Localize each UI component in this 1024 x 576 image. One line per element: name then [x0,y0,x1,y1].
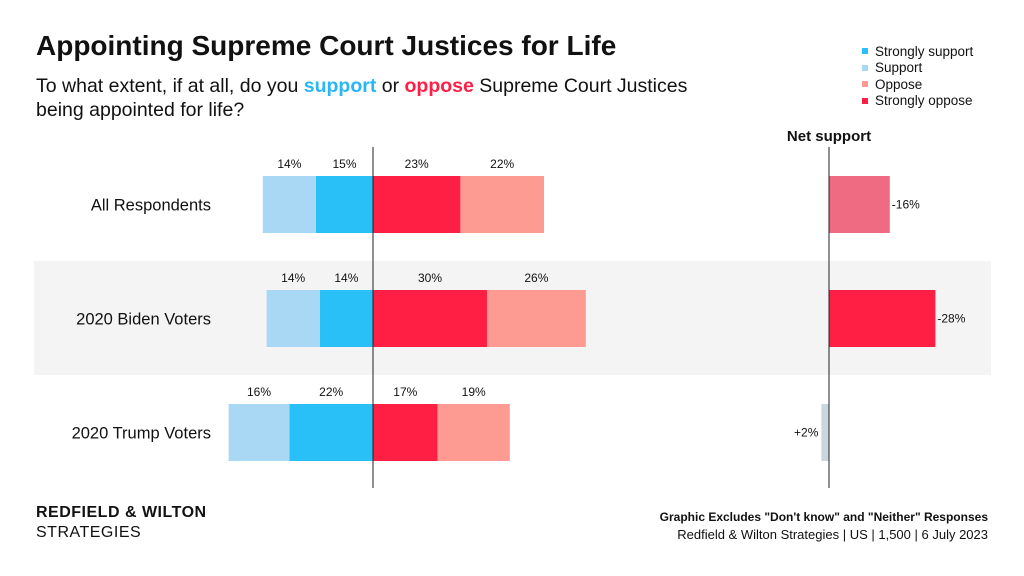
legend-label-strongly-oppose: Strongly oppose [875,93,973,109]
legend-item-oppose: Oppose [862,76,973,93]
legend-swatch-support [862,64,868,71]
bar-oppose [460,176,544,233]
label-oppose: 22% [490,157,514,171]
bar-strongly-oppose [373,404,438,461]
label-strongly-oppose: 30% [418,271,442,285]
chart-subtitle: To what extent, if at all, do you suppor… [36,74,736,122]
legend-swatch-strongly-oppose [862,97,868,104]
net-support-bar [821,404,829,461]
bar-strongly-support [289,404,373,461]
chart-title: Appointing Supreme Court Justices for Li… [36,30,617,61]
subtitle-oppose-word: oppose [404,75,474,97]
bar-support [262,176,316,233]
label-strongly-support: 22% [319,385,343,399]
brand-line1: REDFIELD & WILTON [36,504,207,521]
net-support-header: Net support [787,128,871,145]
bar-strongly-oppose [373,290,487,347]
bar-support [228,404,290,461]
label-strongly-support: 15% [332,157,356,171]
legend-label-strongly-support: Strongly support [875,43,974,59]
label-strongly-oppose: 17% [393,385,417,399]
label-oppose: 26% [524,271,548,285]
label-support: 14% [281,271,305,285]
legend-swatch-oppose [862,81,868,88]
bar-strongly-oppose [373,176,461,233]
legend-label-oppose: Oppose [875,76,923,92]
brand-line2: STRATEGIES [36,524,142,541]
bar-strongly-support [319,290,373,347]
net-support-label: -28% [937,312,965,326]
legend-item-strongly-oppose: Strongly oppose [862,93,973,110]
label-oppose: 19% [462,385,486,399]
legend-swatch-strongly-support [862,48,868,55]
row-label-2: 2020 Trump Voters [72,425,211,443]
label-strongly-oppose: 23% [405,157,429,171]
net-support-label: +2% [794,426,819,440]
bar-support [266,290,320,347]
label-support: 14% [277,157,301,171]
footnote-source: Redfield & Wilton Strategies | US | 1,50… [677,527,988,542]
footnote-exclusion: Graphic Excludes "Don't know" and "Neith… [659,510,988,524]
label-strongly-support: 14% [334,271,358,285]
net-support-bar [829,290,936,347]
row-label-0: All Respondents [91,197,211,215]
net-support-bar [829,176,890,233]
legend: Strongly support Support Oppose Strongly… [862,43,973,109]
label-support: 16% [247,385,271,399]
bar-oppose [437,404,510,461]
subtitle-support-word: support [303,75,377,97]
row-label-1: 2020 Biden Voters [76,311,211,329]
net-support-label: -16% [892,198,920,212]
bar-strongly-support [316,176,373,233]
subtitle-part2: or [376,75,405,97]
subtitle-part1: To what extent, if at all, do you [36,75,304,97]
legend-label-support: Support [875,60,923,76]
footnote: Graphic Excludes "Don't know" and "Neith… [660,509,988,545]
legend-item-strongly-support: Strongly support [862,43,973,60]
brand-logo-text: REDFIELD & WILTON STRATEGIES [36,503,207,543]
bar-oppose [487,290,586,347]
legend-item-support: Support [862,60,973,77]
subtitle-part3: Supreme Court Justices being appointed f… [36,75,688,121]
